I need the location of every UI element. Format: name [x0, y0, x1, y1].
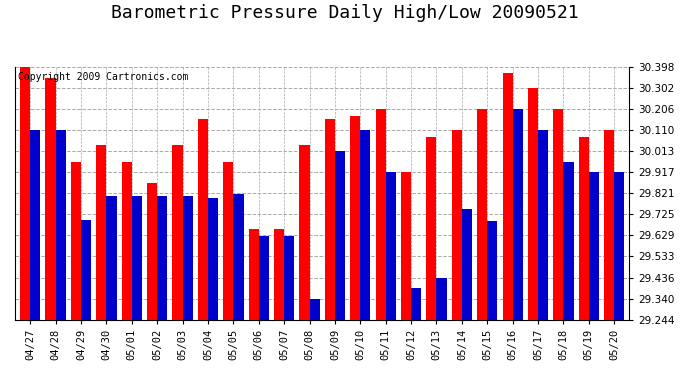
Bar — [564, 162, 573, 320]
Bar — [426, 136, 437, 320]
Bar — [20, 67, 30, 320]
Bar — [604, 130, 614, 320]
Bar — [30, 130, 41, 320]
Bar — [121, 162, 132, 320]
Bar — [198, 119, 208, 320]
Bar — [248, 229, 259, 320]
Bar — [589, 172, 599, 320]
Bar — [350, 116, 360, 320]
Bar — [233, 194, 244, 320]
Bar — [360, 130, 371, 320]
Bar — [502, 73, 513, 320]
Bar — [401, 172, 411, 320]
Bar — [325, 119, 335, 320]
Bar — [223, 162, 233, 320]
Bar — [310, 299, 319, 320]
Bar — [147, 183, 157, 320]
Bar — [208, 198, 218, 320]
Bar — [553, 109, 564, 320]
Bar — [132, 196, 142, 320]
Bar — [71, 162, 81, 320]
Bar — [172, 146, 183, 320]
Bar — [46, 78, 56, 320]
Bar — [284, 236, 295, 320]
Bar — [614, 172, 624, 320]
Bar — [259, 236, 269, 320]
Bar — [96, 146, 106, 320]
Bar — [386, 172, 396, 320]
Bar — [157, 196, 168, 320]
Bar — [487, 221, 497, 320]
Bar — [437, 278, 446, 320]
Bar — [106, 196, 117, 320]
Bar — [274, 229, 284, 320]
Bar — [477, 109, 487, 320]
Bar — [299, 146, 310, 320]
Bar — [452, 130, 462, 320]
Bar — [56, 130, 66, 320]
Bar — [538, 130, 549, 320]
Bar — [183, 196, 193, 320]
Bar — [528, 88, 538, 320]
Text: Barometric Pressure Daily High/Low 20090521: Barometric Pressure Daily High/Low 20090… — [111, 4, 579, 22]
Text: Copyright 2009 Cartronics.com: Copyright 2009 Cartronics.com — [18, 72, 188, 82]
Bar — [375, 109, 386, 320]
Bar — [335, 152, 345, 320]
Bar — [513, 109, 523, 320]
Bar — [411, 288, 422, 320]
Bar — [81, 220, 91, 320]
Bar — [462, 209, 472, 320]
Bar — [579, 136, 589, 320]
